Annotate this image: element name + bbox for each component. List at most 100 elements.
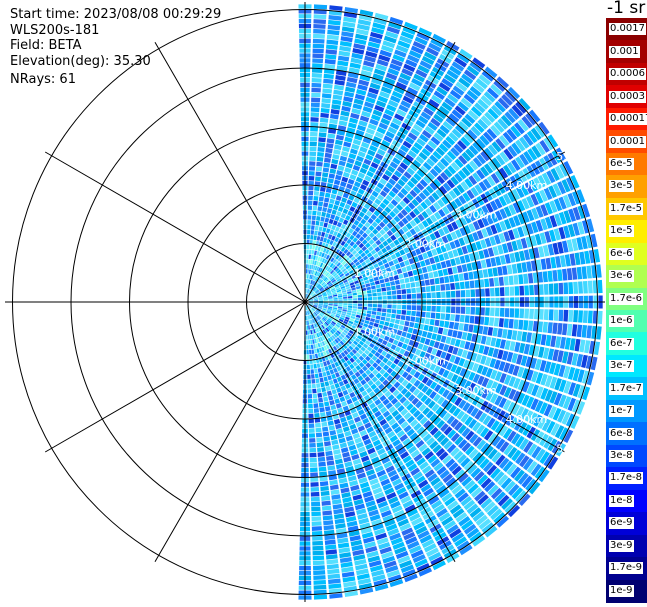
ray-gate <box>490 369 498 380</box>
ray-gate <box>393 381 401 389</box>
ray-gate <box>323 162 331 168</box>
ray-gate <box>308 310 311 315</box>
ray-gate <box>311 220 316 226</box>
ray-gate <box>429 413 438 423</box>
ray-gate <box>367 473 377 481</box>
ray-gate <box>307 369 311 375</box>
ray-gate <box>312 312 316 317</box>
ray-gate <box>308 289 311 294</box>
ray-gate <box>445 313 451 321</box>
ray-gate <box>340 110 350 117</box>
ray-gate <box>342 576 356 583</box>
ray-gate <box>352 354 358 361</box>
ray-gate <box>382 273 389 279</box>
ray-gate <box>328 250 333 256</box>
ray-gate <box>310 467 318 473</box>
ray-gate <box>310 117 319 122</box>
ray-gate <box>343 581 357 588</box>
ray-gate <box>307 284 310 289</box>
ray-gate <box>485 258 492 268</box>
ray-gate <box>498 167 509 179</box>
ray-gate <box>366 46 379 54</box>
ray-gate <box>346 347 352 353</box>
ray-gate <box>473 122 485 134</box>
ray-gate <box>364 175 372 182</box>
ray-gate <box>355 246 361 252</box>
ray-gate <box>540 387 549 400</box>
ray-gate <box>450 337 457 346</box>
ray-gate <box>311 307 316 312</box>
ray-gate <box>415 155 425 165</box>
ray-gate <box>450 418 459 428</box>
ray-gate <box>340 447 349 454</box>
ray-gate <box>490 467 501 480</box>
ray-gate <box>326 460 335 466</box>
ray-gate <box>461 519 474 531</box>
ray-gate <box>546 170 556 184</box>
ray-gate <box>466 404 475 415</box>
ray-gate <box>347 291 352 294</box>
ray-gate <box>388 337 395 344</box>
ray-gate <box>387 327 393 333</box>
ray-gate <box>416 137 426 147</box>
ray-gate <box>307 225 311 230</box>
ray-gate <box>347 305 353 309</box>
ray-gate <box>539 189 548 202</box>
ray-gate <box>306 294 309 299</box>
ray-gate <box>480 288 485 297</box>
ray-gate <box>337 432 345 439</box>
ray-gate <box>446 69 459 80</box>
ray-gate <box>317 278 321 283</box>
range-label: 2.00km <box>404 238 446 251</box>
ray-gate <box>368 206 376 213</box>
ray-gate <box>312 286 316 291</box>
ray-gate <box>322 306 328 309</box>
ray-gate <box>419 179 428 188</box>
ray-gate <box>371 518 383 527</box>
ray-gate <box>425 378 434 387</box>
ray-gate <box>557 269 563 281</box>
ray-gate <box>432 239 440 248</box>
ray-gate <box>523 150 534 164</box>
ray-gate <box>438 253 445 262</box>
ray-gate <box>322 227 327 233</box>
ray-gate <box>557 241 564 254</box>
ray-gate <box>317 327 321 332</box>
ray-gate <box>511 142 522 155</box>
ray-gate <box>474 316 480 325</box>
ray-gate <box>319 320 324 325</box>
ray-gate <box>433 393 441 403</box>
ray-gate <box>428 241 435 250</box>
ray-gate <box>373 263 379 269</box>
ray-gate <box>448 132 459 142</box>
ray-gate <box>352 412 359 419</box>
ray-gate <box>311 97 321 103</box>
ray-gate <box>415 475 426 485</box>
ray-gate <box>325 312 331 316</box>
ray-gate <box>386 342 393 348</box>
ray-gate <box>489 278 495 287</box>
ray-gate <box>310 285 314 290</box>
ray-gate <box>397 447 407 456</box>
ray-gate <box>458 121 469 132</box>
ray-gate <box>396 268 403 275</box>
ray-gate <box>433 365 441 374</box>
ray-gate <box>434 319 440 327</box>
ray-gate <box>345 334 351 340</box>
ray-gate <box>490 224 498 235</box>
ray-gate <box>324 381 330 387</box>
instrument-text: WLS200s-181 <box>10 23 100 38</box>
ray-gate <box>319 288 324 292</box>
ray-gate <box>313 403 319 409</box>
ray-gate <box>457 140 467 150</box>
ray-gate <box>313 14 327 20</box>
ray-gate <box>490 212 499 223</box>
ray-gate <box>474 184 484 195</box>
ray-gate <box>424 258 431 266</box>
ray-gate <box>490 337 497 347</box>
ray-gate <box>361 225 368 232</box>
ray-gate <box>495 154 506 166</box>
ray-gate <box>439 320 445 328</box>
ray-gate <box>533 177 543 190</box>
ray-gate <box>382 357 389 364</box>
